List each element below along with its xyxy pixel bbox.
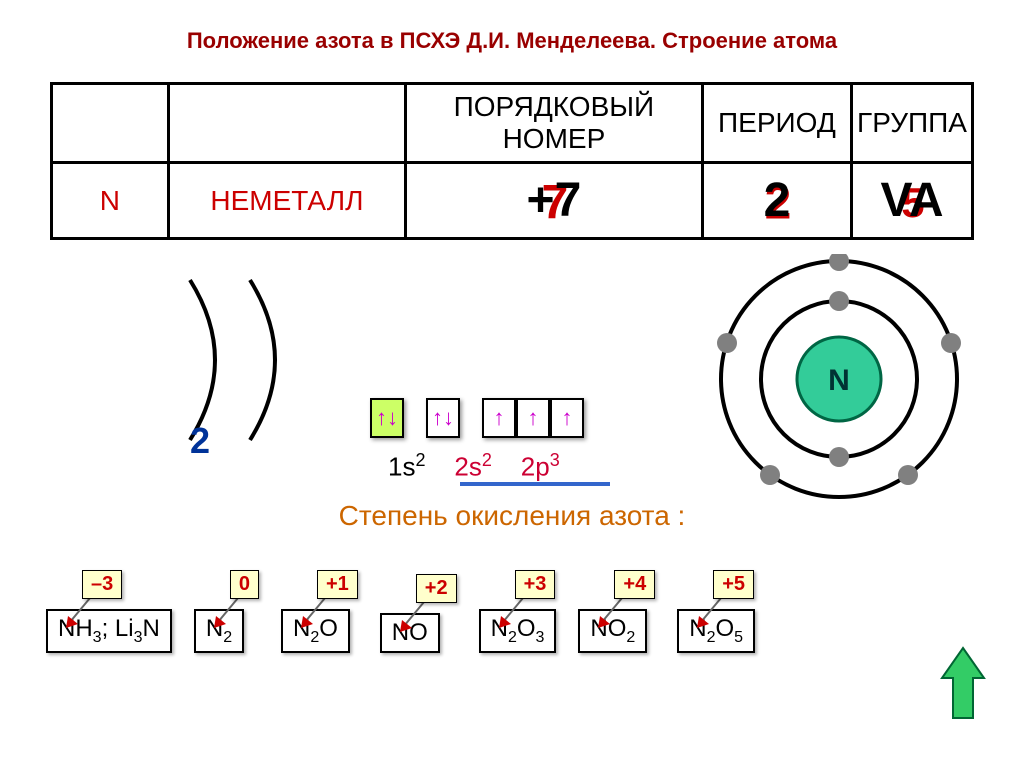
electron-configuration: 1s2 2s2 2p3 xyxy=(388,450,560,483)
oxidation-item: +2 NO xyxy=(380,574,457,653)
oxid-arrow-icon xyxy=(64,594,92,630)
oxid-arrow-icon xyxy=(695,594,723,630)
valence-underline xyxy=(460,482,610,486)
period-number: 2 2 xyxy=(702,163,851,239)
col-ordinal: ПОРЯДКОВЫЙ НОМЕР xyxy=(406,84,703,163)
orbital-2p1: ↑ xyxy=(482,398,516,438)
oxidation-state: +1 xyxy=(317,570,358,599)
col-period: ПЕРИОД xyxy=(702,84,851,163)
oxid-arrow-icon xyxy=(497,594,525,630)
oxidation-state: +3 xyxy=(515,570,556,599)
oxid-arrow-icon xyxy=(212,594,240,630)
element-type: НЕМЕТАЛЛ xyxy=(168,163,405,239)
oxidation-item: +4 NO2 xyxy=(578,570,655,653)
element-symbol: N xyxy=(52,163,169,239)
ordinal-number: 7 +7 xyxy=(406,163,703,239)
oxidation-state: +2 xyxy=(416,574,457,603)
oxidation-item: +3 N2O3 xyxy=(479,570,557,653)
orbital-1s: ↑↓ xyxy=(370,398,404,438)
orbital-2p3: ↑ xyxy=(550,398,584,438)
page-title: Положение азота в ПСХЭ Д.И. Менделеева. … xyxy=(0,28,1024,54)
oxid-arrow-icon xyxy=(398,598,426,634)
orbital-2p2: ↑ xyxy=(516,398,550,438)
oxidation-item: –3 NH3; Li3N xyxy=(46,570,172,653)
oxid-arrow-icon xyxy=(596,594,624,630)
oxid-arrow-icon xyxy=(299,594,327,630)
electron-shells-icon xyxy=(140,270,360,450)
svg-text:N: N xyxy=(828,364,850,397)
oxidation-item: +1 N2O xyxy=(281,570,358,653)
orbital-2s: ↑↓ xyxy=(426,398,460,438)
atom-diagram: N xyxy=(714,254,964,504)
oxidation-state: +4 xyxy=(614,570,655,599)
orbital-diagram: ↑↓ ↑↓ ↑ ↑ ↑ xyxy=(370,398,584,438)
oxidation-state: 0 xyxy=(230,570,259,599)
oxidation-states-row: –3 NH3; Li3N 0 N2 +1 N2O +2 NO +3 N2O3 xyxy=(46,570,755,653)
inner-shell-count: 2 xyxy=(190,420,210,462)
oxidation-item: +5 N2O5 xyxy=(677,570,755,653)
oxidation-title: Степень окисления азота : xyxy=(0,500,1024,532)
element-table: ПОРЯДКОВЫЙ НОМЕР ПЕРИОД ГРУППА N НЕМЕТАЛ… xyxy=(50,82,974,240)
group-number: 5 VA xyxy=(852,163,973,239)
oxidation-item: 0 N2 xyxy=(194,570,259,653)
oxidation-state: –3 xyxy=(82,570,122,599)
oxidation-state: +5 xyxy=(713,570,754,599)
col-group: ГРУППА xyxy=(852,84,973,163)
next-arrow-icon[interactable] xyxy=(940,646,986,720)
